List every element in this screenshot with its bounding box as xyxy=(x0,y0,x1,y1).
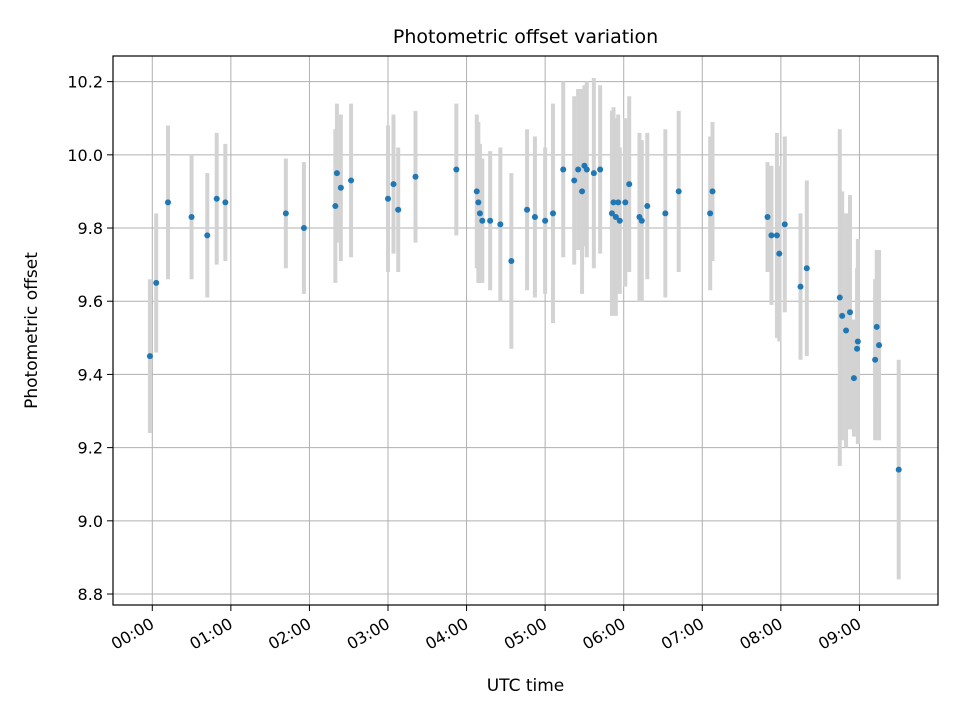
data-point xyxy=(412,173,419,180)
y-tick-label: 9.2 xyxy=(78,439,103,458)
data-point xyxy=(781,221,788,228)
data-point xyxy=(590,170,597,177)
data-point xyxy=(612,214,619,221)
y-tick-label: 8.8 xyxy=(78,585,103,604)
data-point xyxy=(337,184,344,191)
data-point xyxy=(473,188,480,195)
data-point xyxy=(153,279,160,286)
data-point xyxy=(550,210,556,217)
data-point xyxy=(773,232,780,239)
data-point xyxy=(579,188,586,195)
data-point xyxy=(616,217,623,224)
data-point xyxy=(560,166,567,173)
data-point xyxy=(836,294,843,301)
data-point xyxy=(873,323,880,330)
data-point xyxy=(333,170,340,177)
data-point xyxy=(390,181,397,188)
y-tick-label: 9.8 xyxy=(78,219,103,238)
data-point xyxy=(854,345,861,352)
data-point xyxy=(188,214,195,221)
y-tick-label: 10.2 xyxy=(67,73,103,92)
data-point xyxy=(854,338,861,345)
data-point xyxy=(622,199,629,206)
data-point xyxy=(895,466,902,473)
data-point xyxy=(524,206,531,213)
data-point xyxy=(508,257,515,264)
data-point xyxy=(395,206,402,213)
data-point xyxy=(847,309,853,316)
data-point xyxy=(768,232,775,239)
x-axis-title: UTC time xyxy=(487,676,565,696)
data-point xyxy=(204,232,211,239)
data-point xyxy=(707,210,714,217)
data-point xyxy=(146,353,153,360)
data-point xyxy=(644,203,651,210)
data-point xyxy=(662,210,669,217)
data-point xyxy=(610,199,617,206)
data-point xyxy=(453,166,460,173)
data-point xyxy=(583,166,590,173)
data-point xyxy=(531,214,538,221)
data-point xyxy=(597,166,604,173)
data-point xyxy=(803,265,810,272)
data-point xyxy=(608,210,615,217)
y-tick-label: 10.0 xyxy=(67,146,103,165)
y-axis-title: Photometric offset xyxy=(22,252,42,409)
data-point xyxy=(675,188,682,195)
data-point xyxy=(638,217,645,224)
data-point xyxy=(385,195,391,202)
point-layer xyxy=(146,162,902,473)
data-point xyxy=(872,356,879,363)
data-point xyxy=(850,375,857,382)
y-tick-label: 9.0 xyxy=(78,512,103,531)
data-point xyxy=(709,188,716,195)
data-point xyxy=(776,250,783,257)
data-point xyxy=(300,225,307,232)
data-point xyxy=(764,214,771,221)
data-point xyxy=(479,217,486,224)
data-point xyxy=(282,210,289,217)
data-point xyxy=(497,221,504,228)
data-point xyxy=(571,177,578,184)
data-point xyxy=(843,327,850,334)
data-point xyxy=(487,217,494,224)
data-point xyxy=(213,195,220,202)
data-point xyxy=(348,177,355,184)
data-point xyxy=(575,166,582,173)
data-point xyxy=(222,199,229,206)
data-point xyxy=(542,217,549,224)
y-tick-label: 9.6 xyxy=(78,292,103,311)
data-point xyxy=(332,203,339,210)
data-point xyxy=(165,199,171,206)
data-point xyxy=(876,342,883,349)
data-point xyxy=(839,312,846,319)
y-tick-label: 9.4 xyxy=(78,365,103,384)
data-point xyxy=(797,283,804,290)
data-point xyxy=(476,210,483,217)
data-point xyxy=(626,181,633,188)
data-point xyxy=(475,199,482,206)
chart-title: Photometric offset variation xyxy=(393,26,658,48)
plot-frame xyxy=(112,55,939,606)
data-point xyxy=(615,199,622,206)
